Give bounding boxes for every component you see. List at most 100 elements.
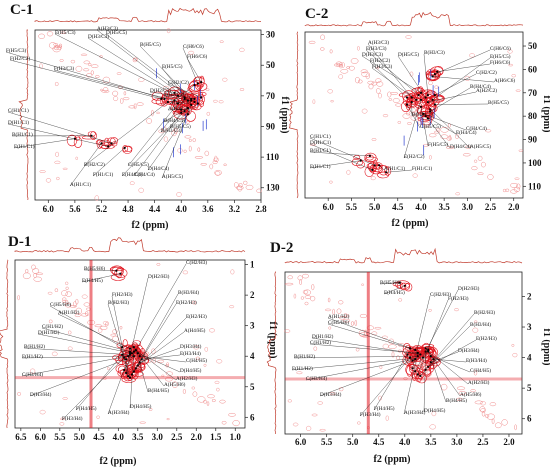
annotation-leader [83, 101, 169, 167]
annotation-leader [327, 317, 416, 351]
noise-contour [330, 100, 334, 103]
cross-peak-contour [111, 265, 124, 277]
diagonal-contour [310, 295, 316, 302]
noise-contour [293, 293, 297, 299]
solvent-stripe [89, 260, 93, 428]
noise-contour [222, 77, 228, 82]
peak-label: D(H3/H4) [180, 343, 202, 350]
diagonal-contour [165, 377, 173, 382]
noise-contour [292, 422, 299, 427]
peak-label: C(H2/C2) [476, 69, 497, 76]
diagonal-contour [391, 351, 395, 358]
annotation-leader [420, 106, 429, 147]
noise-contour [361, 283, 365, 286]
diagonal-contour [410, 115, 418, 121]
y-tick-label: 3 [527, 322, 532, 332]
diagonal-contour [350, 321, 355, 326]
noise-contour [287, 399, 292, 403]
panel-label: C-2 [305, 6, 328, 22]
diagonal-contour [311, 284, 315, 291]
annotation-leader [139, 45, 195, 103]
diagonal-contour [157, 359, 165, 363]
y-tick-label: 60 [528, 64, 538, 74]
noise-contour [54, 81, 59, 87]
cross-peak-contour [395, 280, 411, 290]
noise-contour [133, 57, 138, 62]
annotation-leader [182, 47, 199, 84]
x-tick-label: 6.0 [323, 202, 335, 212]
contour-layer [284, 272, 522, 434]
noise-contour [138, 77, 145, 82]
x-tick-label: 4.8 [122, 204, 134, 214]
x-tick-label: 5.5 [346, 202, 358, 212]
annotation-leader [293, 355, 418, 359]
noise-contour [329, 180, 333, 184]
annotation-leader [23, 347, 131, 355]
noise-contour [163, 85, 169, 90]
annotation-leader [430, 109, 471, 149]
annotation-leader [149, 91, 195, 100]
noise-contour [515, 89, 521, 92]
diagonal-contour [165, 371, 174, 376]
peak-label: C(H3/H4) [306, 375, 327, 382]
peak-label: F(H3/C3) [54, 65, 74, 72]
diagonal-contour [516, 183, 521, 190]
diagonal-contour [303, 289, 311, 296]
noise-contour [98, 327, 103, 333]
peak-label: F(H2/H3) [112, 291, 133, 298]
peak-label: F(H2/C2) [370, 57, 390, 64]
peak-label: E(H1/C1) [310, 163, 331, 170]
cross-peak-contour [173, 104, 183, 109]
diagonal-contour [471, 166, 478, 171]
cross-peak-contour [95, 139, 104, 145]
peak-label: D(H5/C5) [106, 29, 127, 36]
y-tick-label: 6 [250, 412, 255, 422]
annotation-leader [13, 138, 75, 149]
y-tick-label: 2 [250, 290, 255, 300]
cross-peak-contour [377, 171, 389, 179]
noise-contour [485, 129, 492, 133]
annotation-leader [428, 349, 447, 403]
annotation-leader [131, 303, 177, 375]
annotation-leader [434, 103, 489, 105]
peak-label: F(H6/C6) [187, 53, 207, 60]
peak-label: F(H2/H3) [448, 295, 469, 302]
y-tick-label: 1 [250, 260, 255, 270]
noise-contour [193, 345, 200, 350]
x-tick-label: 4.0 [113, 432, 125, 442]
diagonal-contour [215, 171, 221, 176]
peak-label: C(H6/C6) [183, 43, 204, 50]
diagonal-contour [64, 303, 72, 308]
diagonal-contour [358, 79, 363, 84]
diagonal-contour [359, 313, 367, 319]
noise-contour [317, 401, 323, 405]
peak-label: A(H2/C2) [476, 87, 497, 94]
diagonal-contour [212, 160, 218, 165]
y-tick-label: 80 [528, 111, 538, 121]
noise-contour [239, 47, 245, 53]
peak-label: F(H6/C6) [490, 59, 510, 66]
noise-contour [67, 330, 72, 335]
diagonal-contour [95, 75, 100, 79]
cross-peak-contour [66, 134, 78, 147]
diagonal-contour [90, 70, 94, 75]
peak-label: B(H1/C1) [310, 147, 331, 154]
diagonal-contour [61, 290, 68, 297]
peak-label: A(H2/H3) [176, 375, 198, 382]
noise-contour [17, 392, 22, 396]
x-tick-label: 1.0 [230, 432, 242, 442]
diagonal-contour [136, 102, 144, 106]
noise-contour [186, 120, 190, 124]
y-tick-label: 90 [528, 135, 538, 145]
x-axis-title: f2 (ppm) [132, 220, 169, 231]
annotation-layer: F(H5/C3) E(H5/C3) D(H3/C3)A(H3/C3)D(H5/C5)… [5, 25, 207, 188]
noise-contour [132, 57, 138, 63]
x-tick-label: 6.0 [35, 432, 47, 442]
top-projection [14, 237, 246, 253]
noise-contour [327, 89, 333, 94]
annotation-leader [125, 277, 149, 374]
noise-contour [29, 368, 36, 374]
noise-contour [338, 387, 344, 392]
peak-label: A(H5/C5) [162, 173, 183, 180]
annotation-leader [49, 305, 123, 348]
